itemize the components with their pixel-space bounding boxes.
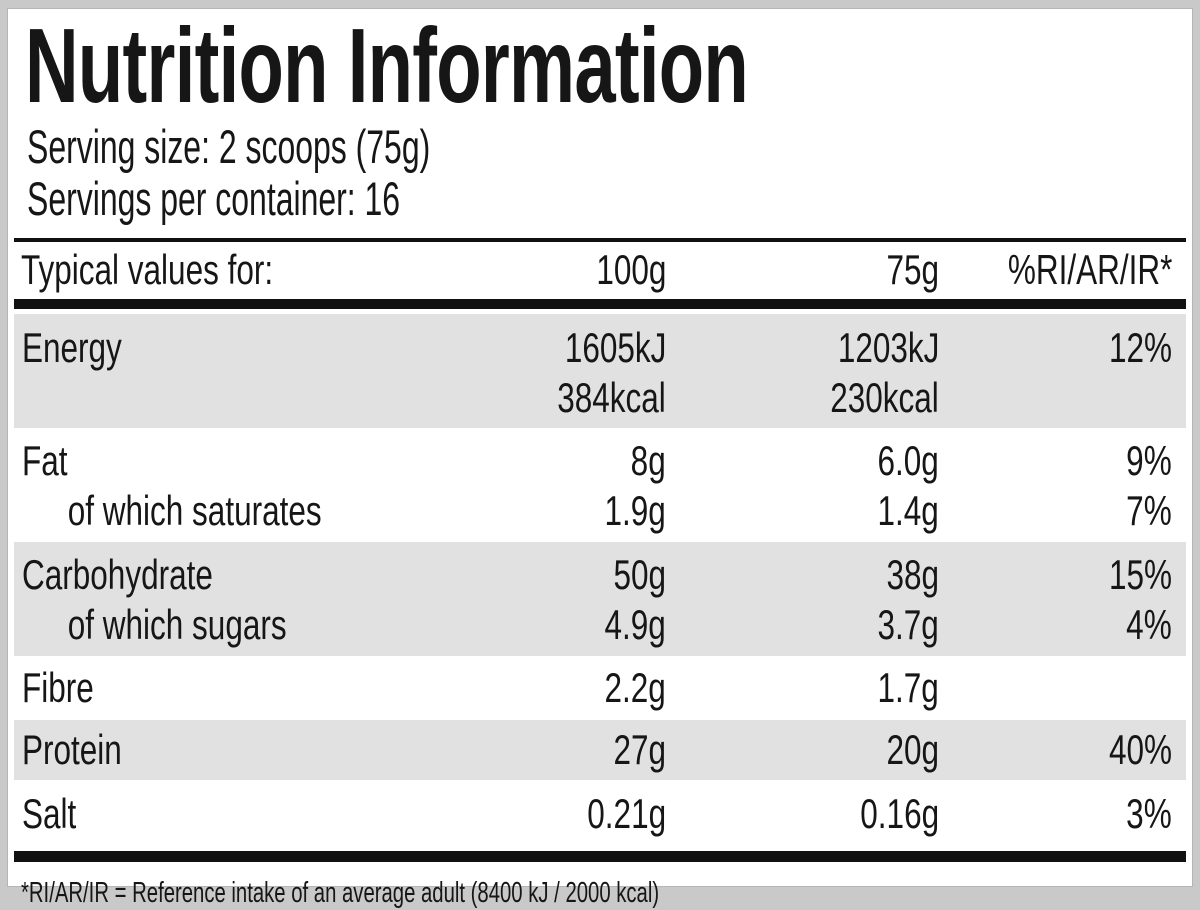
value-100g: 8g	[630, 437, 666, 484]
table-header-row: Typical values for: 100g 75g %RI/AR/IR*	[14, 238, 1186, 309]
value-ri: 12%	[939, 309, 1186, 428]
nutrient-name: Fat	[22, 437, 68, 484]
label-title: Nutrition Information	[25, 7, 749, 125]
value-100g: 1.9g	[604, 487, 666, 534]
value-100g: 2.2g	[604, 664, 666, 711]
value-100g: 50g	[374, 542, 684, 600]
value-ri	[939, 656, 1186, 720]
value-75g: 1203kJ 230kcal	[684, 309, 939, 428]
value-75g: 38g	[684, 542, 939, 600]
value-ri: 4%	[939, 600, 1186, 656]
table-row-salt: Salt 0.21g 0.16g 3%	[14, 780, 1186, 862]
table-row-carbohydrate: Carbohydrate 50g 38g 15%	[14, 542, 1186, 600]
value-75g: 20g	[684, 720, 939, 780]
table-row-protein: Protein 27g 20g 40%	[14, 720, 1186, 780]
nutrient-name: of which saturates	[67, 487, 322, 534]
table-row-sugars: of which sugars 4.9g 3.7g 4%	[14, 600, 1186, 656]
value-100g: 4.9g	[374, 600, 684, 656]
value-75g: 0.16g	[684, 780, 939, 862]
value-100g: 0.21g	[374, 780, 684, 862]
nutrient-name: Carbohydrate	[14, 542, 374, 600]
col-header-100g: 100g	[374, 238, 684, 309]
value-ri: 15%	[939, 542, 1186, 600]
reference-intake-footnote: *RI/AR/IR = Reference intake of an avera…	[21, 877, 660, 909]
nutrient-name: Salt	[14, 780, 374, 862]
value-ri: 40%	[939, 720, 1186, 780]
value-75g: 1.4g	[877, 487, 939, 534]
table-row-energy: Energy 1605kJ 384kcal 1203kJ 230kcal 12%	[14, 309, 1186, 428]
nutrient-name: Energy	[14, 309, 374, 428]
value-100g: 27g	[374, 720, 684, 780]
table-row-saturates: of which saturates 1.9g 1.4g 7%	[14, 486, 1186, 542]
value-ri: 7%	[1126, 487, 1172, 534]
nutrient-name: Protein	[14, 720, 374, 780]
servings-per-container-line: Servings per container: 16	[27, 172, 401, 225]
col-header-75g: 75g	[684, 238, 939, 309]
value-ri: 3%	[939, 780, 1186, 862]
table-row-fat: Fat 8g 6.0g 9%	[14, 428, 1186, 486]
serving-size-line: Serving size: 2 scoops (75g)	[27, 120, 431, 173]
col-header-typical-values: Typical values for:	[14, 238, 374, 309]
value-75g: 1.7g	[877, 664, 939, 711]
nutrient-name: Fibre	[22, 664, 94, 711]
value-75g: 3.7g	[684, 600, 939, 656]
col-header-ri: %RI/AR/IR*	[939, 238, 1186, 309]
value-75g: 6.0g	[877, 437, 939, 484]
value-ri: 9%	[1126, 437, 1172, 484]
nutrition-label-card: Nutrition Information Serving size: 2 sc…	[7, 7, 1193, 909]
serving-info: Serving size: 2 scoops (75g) Servings pe…	[27, 121, 1186, 225]
nutrition-table: Typical values for: 100g 75g %RI/AR/IR* …	[14, 238, 1186, 862]
value-100g: 1605kJ 384kcal	[374, 309, 684, 428]
table-row-fibre: Fibre 2.2g 1.7g	[14, 656, 1186, 720]
nutrient-name: of which sugars	[14, 600, 374, 656]
